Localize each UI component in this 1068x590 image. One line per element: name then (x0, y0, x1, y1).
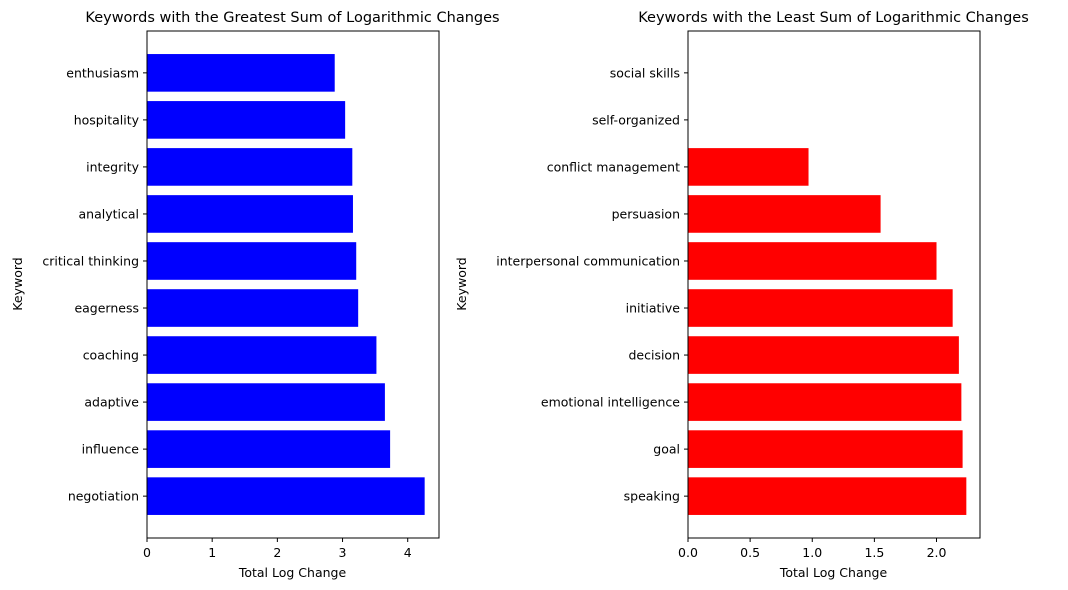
x-axis-label: Total Log Change (238, 565, 347, 580)
x-tick-label: 0.0 (678, 545, 698, 560)
x-tick-label: 0 (143, 545, 151, 560)
y-tick-label: hospitality (74, 112, 140, 127)
chart-title: Keywords with the Least Sum of Logarithm… (638, 10, 1029, 26)
bar-hospitality (147, 101, 346, 139)
y-tick-label: critical thinking (42, 253, 139, 268)
bar-initiative (688, 289, 953, 327)
y-tick-label: self-organized (592, 112, 680, 127)
x-ticks-group: 0 1 2 3 4 (143, 538, 412, 560)
x-tick-label: 2.0 (927, 545, 947, 560)
y-ticks-group: speaking goal emotional intelligence decisi… (496, 65, 688, 504)
bar-persuasion (688, 195, 881, 233)
bar-influence (147, 430, 391, 468)
bar-critical-thinking (147, 242, 357, 280)
plot-frame (146, 30, 440, 539)
y-tick-label: analytical (79, 206, 140, 221)
y-tick-label: persuasion (612, 206, 680, 221)
chart-title: Keywords with the Greatest Sum of Logari… (85, 10, 499, 26)
y-tick-label: eagerness (74, 301, 139, 316)
bar-negotiation (147, 477, 425, 515)
bar-eagerness (147, 289, 359, 327)
plot-frame (687, 30, 981, 539)
y-tick-label: influence (82, 442, 140, 457)
y-tick-label: initiative (626, 301, 681, 316)
bar-interpersonal-communication (688, 242, 937, 280)
bar-coaching (147, 336, 377, 374)
x-tick-label: 1.0 (802, 545, 822, 560)
x-tick-label: 4 (404, 545, 412, 560)
y-tick-label: integrity (86, 159, 139, 174)
y-tick-label: interpersonal communication (496, 253, 680, 268)
x-tick-label: 1.5 (864, 545, 884, 560)
bars-group (688, 148, 967, 515)
chart-greatest: Keywords with the Greatest Sum of Logari… (10, 10, 500, 580)
y-tick-label: goal (653, 442, 680, 457)
y-tick-label: emotional intelligence (541, 395, 680, 410)
bar-analytical (147, 195, 353, 233)
y-ticks-group: negotiation influence adaptive coaching eage… (42, 65, 147, 504)
x-tick-label: 2 (273, 545, 281, 560)
y-axis-label: Keyword (454, 257, 469, 310)
x-tick-label: 1 (208, 545, 216, 560)
bar-emotional-intelligence (688, 383, 962, 421)
y-tick-label: decision (628, 348, 680, 363)
bar-adaptive (147, 383, 385, 421)
x-tick-label: 0.5 (740, 545, 760, 560)
y-tick-label: speaking (624, 489, 680, 504)
y-tick-label: enthusiasm (66, 65, 139, 80)
bar-speaking (688, 477, 967, 515)
chart-least: Keywords with the Least Sum of Logarithm… (454, 10, 1029, 580)
x-axis-label: Total Log Change (779, 565, 888, 580)
bar-integrity (147, 148, 353, 186)
bar-conflict-management (688, 148, 809, 186)
y-tick-label: social skills (610, 65, 680, 80)
y-tick-label: conflict management (547, 159, 680, 174)
x-tick-label: 3 (339, 545, 347, 560)
y-tick-label: adaptive (84, 395, 139, 410)
bar-enthusiasm (147, 54, 335, 92)
y-tick-label: negotiation (68, 489, 139, 504)
bar-goal (688, 430, 963, 468)
y-axis-label: Keyword (10, 257, 25, 310)
x-ticks-group: 0.0 0.5 1.0 1.5 2.0 (678, 538, 946, 560)
bars-group (147, 54, 425, 515)
y-tick-label: coaching (83, 348, 139, 363)
bar-decision (688, 336, 959, 374)
